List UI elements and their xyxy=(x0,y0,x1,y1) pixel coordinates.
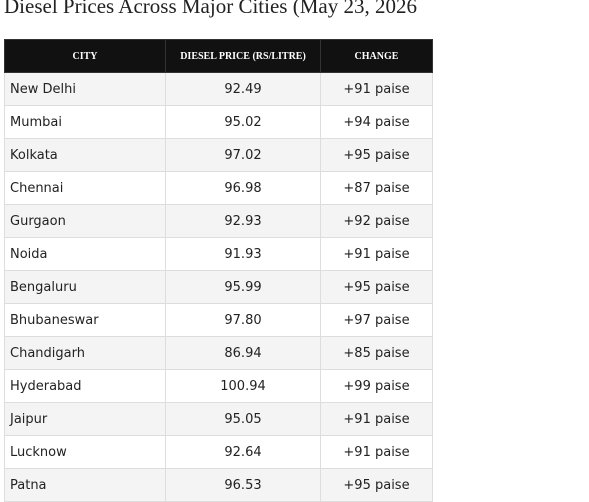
table-row: Bhubaneswar 97.80 +97 paise xyxy=(4,303,433,337)
table-cell: Jaipur xyxy=(4,402,166,436)
table-row: Mumbai 95.02 +94 paise xyxy=(4,105,433,139)
table-row: Gurgaon 92.93 +92 paise xyxy=(4,204,433,238)
table-row: New Delhi 92.49 +91 paise xyxy=(4,72,433,106)
table-cell: +95 paise xyxy=(320,138,433,172)
table-cell: 92.64 xyxy=(165,435,321,469)
table-row: Chandigarh 86.94 +85 paise xyxy=(4,336,433,370)
table-cell: 96.98 xyxy=(165,171,321,205)
page-title: Diesel Prices Across Major Cities (May 2… xyxy=(4,0,417,18)
table-cell: +91 paise xyxy=(320,435,433,469)
table-cell: 86.94 xyxy=(165,336,321,370)
table-row: Noida 91.93 +91 paise xyxy=(4,237,433,271)
table-cell: +91 paise xyxy=(320,402,433,436)
table-cell: 95.99 xyxy=(165,270,321,304)
table-cell: Bengaluru xyxy=(4,270,166,304)
table-cell: +99 paise xyxy=(320,369,433,403)
table-cell: Chandigarh xyxy=(4,336,166,370)
table-cell: 92.49 xyxy=(165,72,321,106)
column-header: Diesel Price (Rs/Litre) xyxy=(165,39,321,73)
table-cell: +94 paise xyxy=(320,105,433,139)
price-table: City Diesel Price (Rs/Litre) Change New De… xyxy=(4,39,433,502)
table-cell: 97.02 xyxy=(165,138,321,172)
table-row: Kolkata 97.02 +95 paise xyxy=(4,138,433,172)
table-cell: 97.80 xyxy=(165,303,321,337)
table-row: Patna 96.53 +95 paise xyxy=(4,468,433,502)
table-cell: +85 paise xyxy=(320,336,433,370)
table-cell: Kolkata xyxy=(4,138,166,172)
table-cell: 91.93 xyxy=(165,237,321,271)
table-body: New Delhi 92.49 +91 paise Mumbai 95.02 +94 pa… xyxy=(4,72,433,502)
table-cell: New Delhi xyxy=(4,72,166,106)
table-cell: +91 paise xyxy=(320,72,433,106)
table-cell: +97 paise xyxy=(320,303,433,337)
table-cell: 95.02 xyxy=(165,105,321,139)
table-cell: Mumbai xyxy=(4,105,166,139)
table-cell: +91 paise xyxy=(320,237,433,271)
table-row: Bengaluru 95.99 +95 paise xyxy=(4,270,433,304)
table-cell: +95 paise xyxy=(320,270,433,304)
table-cell: 96.53 xyxy=(165,468,321,502)
table-cell: +87 paise xyxy=(320,171,433,205)
table-cell: +92 paise xyxy=(320,204,433,238)
column-header: Change xyxy=(320,39,433,73)
table-cell: 95.05 xyxy=(165,402,321,436)
column-header: City xyxy=(4,39,166,73)
table-cell: Gurgaon xyxy=(4,204,166,238)
table-cell: Hyderabad xyxy=(4,369,166,403)
table-cell: Lucknow xyxy=(4,435,166,469)
table-row: Jaipur 95.05 +91 paise xyxy=(4,402,433,436)
table-cell: Noida xyxy=(4,237,166,271)
table-cell: 100.94 xyxy=(165,369,321,403)
table-row: Lucknow 92.64 +91 paise xyxy=(4,435,433,469)
table-cell: +95 paise xyxy=(320,468,433,502)
table-row: Hyderabad 100.94 +99 paise xyxy=(4,369,433,403)
table-cell: Bhubaneswar xyxy=(4,303,166,337)
header-row: City Diesel Price (Rs/Litre) Change xyxy=(4,39,433,73)
table-row: Chennai 96.98 +87 paise xyxy=(4,171,433,205)
table-cell: Patna xyxy=(4,468,166,502)
table-cell: Chennai xyxy=(4,171,166,205)
table-cell: 92.93 xyxy=(165,204,321,238)
